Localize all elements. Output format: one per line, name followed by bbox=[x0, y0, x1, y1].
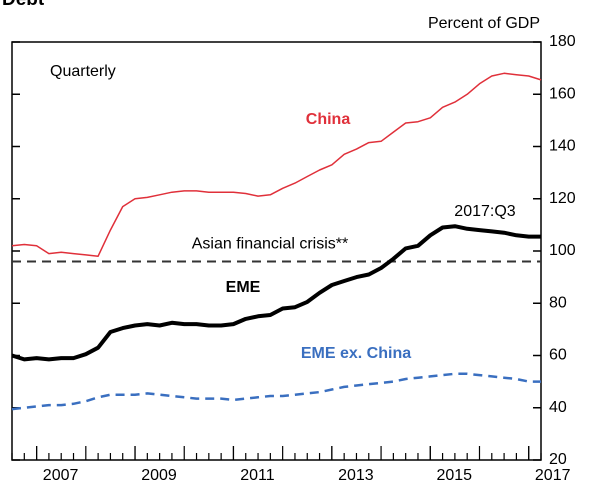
y-tick-label: 140 bbox=[549, 138, 576, 155]
x-tick-label: 2015 bbox=[436, 467, 472, 484]
annotation: Quarterly bbox=[50, 63, 116, 80]
x-tick-label: 2007 bbox=[43, 467, 79, 484]
x-tick-label: 2017 bbox=[535, 467, 571, 484]
series-line bbox=[11, 372, 541, 411]
series-line bbox=[11, 224, 541, 362]
series-line bbox=[11, 72, 542, 257]
y-tick-label: 120 bbox=[549, 190, 576, 207]
series-label: EME bbox=[226, 279, 261, 296]
y-tick-label: 180 bbox=[549, 33, 576, 50]
y-tick-label: 100 bbox=[549, 242, 576, 259]
y-tick-label: 40 bbox=[549, 399, 567, 416]
y-tick-label: 60 bbox=[549, 347, 567, 364]
y-tick-label: 160 bbox=[549, 85, 576, 102]
x-tick-label: 2011 bbox=[240, 467, 275, 484]
y-axis-label: Percent of GDP bbox=[428, 15, 540, 32]
series-label: EME ex. China bbox=[301, 345, 411, 362]
chart-title: Debt bbox=[2, 0, 45, 10]
x-tick-label: 2013 bbox=[338, 467, 374, 484]
annotation: 2017:Q3 bbox=[454, 203, 515, 220]
reference-label: Asian financial crisis** bbox=[192, 236, 349, 253]
series-label: China bbox=[306, 111, 351, 128]
x-tick-label: 2009 bbox=[141, 467, 177, 484]
y-tick-label: 80 bbox=[549, 294, 567, 311]
y-tick-label: 20 bbox=[549, 451, 567, 468]
